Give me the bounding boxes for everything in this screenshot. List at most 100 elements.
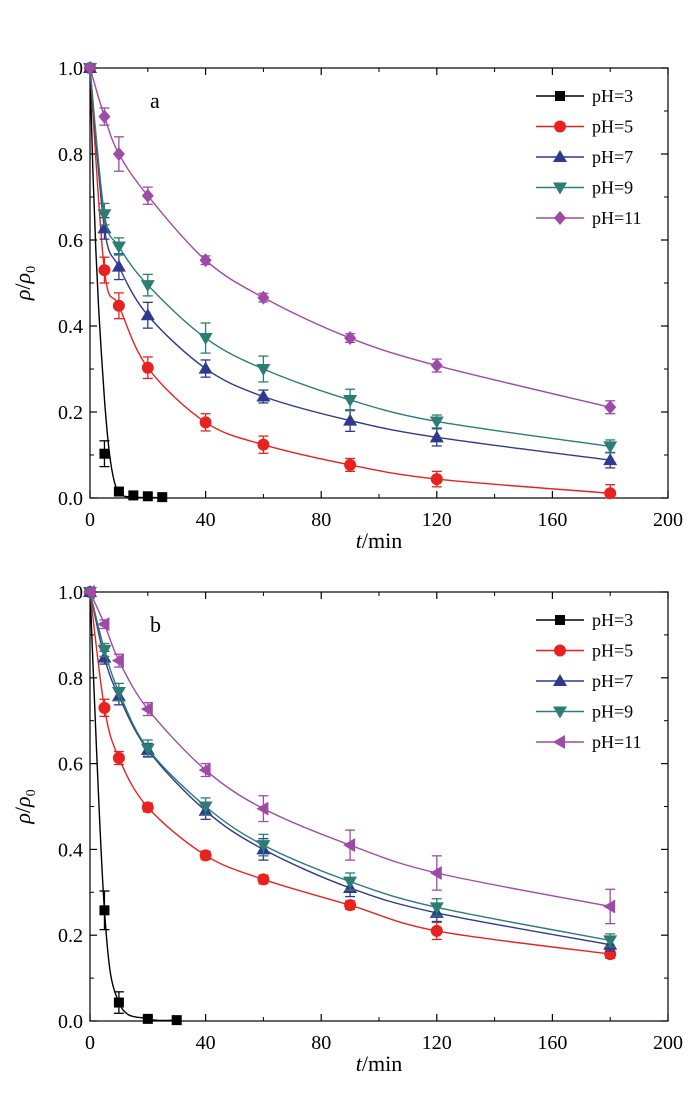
- legend-label: pH=9: [592, 702, 633, 722]
- y-axis-title-sub: 0: [24, 266, 39, 273]
- data-point: [98, 109, 111, 124]
- legend-marker: [555, 615, 565, 625]
- series-pH=5: [84, 586, 617, 961]
- data-point: [344, 331, 357, 346]
- y-axis-title: ρ/ρ0: [10, 266, 39, 301]
- legend-marker: [555, 91, 565, 101]
- legend-marker: [553, 674, 567, 686]
- y-axis-title-den: ρ: [10, 273, 35, 285]
- data-point: [430, 924, 443, 937]
- data-point: [97, 209, 112, 222]
- data-point: [604, 400, 617, 415]
- data-point: [257, 290, 270, 305]
- data-point: [140, 308, 155, 321]
- y-tick-label: 0.6: [58, 230, 83, 252]
- data-point: [603, 935, 618, 948]
- series-pH=7: [83, 585, 618, 952]
- series-pH=11: [84, 61, 617, 415]
- legend: pH=3 pH=5 pH=7 pH=9 pH=11: [536, 610, 641, 752]
- data-point: [99, 448, 110, 459]
- legend-label: pH=11: [592, 732, 641, 752]
- data-point: [256, 801, 269, 816]
- data-point: [429, 902, 444, 915]
- plot-frame: [89, 591, 669, 1022]
- data-point: [97, 617, 110, 632]
- legend-marker: [554, 644, 566, 657]
- panel-label: a: [150, 88, 160, 113]
- x-tick-label: 0: [85, 1032, 95, 1054]
- series-pH=7: [83, 61, 618, 469]
- legend-label: pH=9: [592, 178, 633, 198]
- x-tick-label: 120: [422, 1032, 452, 1054]
- data-point: [429, 416, 444, 429]
- y-axis-title-den: ρ: [10, 796, 35, 808]
- data-point: [256, 840, 271, 853]
- legend-marker: [553, 150, 567, 162]
- x-tick-label: 40: [196, 509, 216, 531]
- legend-label: pH=7: [592, 147, 633, 167]
- data-point: [113, 997, 124, 1008]
- y-tick-label: 1.0: [58, 582, 83, 604]
- data-point: [112, 752, 125, 765]
- legend-marker: [553, 735, 565, 749]
- plot-frame: [89, 67, 669, 499]
- data-point: [343, 394, 358, 407]
- data-point: [257, 873, 270, 886]
- legend-label: pH=3: [592, 610, 633, 630]
- y-tick-label: 0.0: [58, 1011, 83, 1033]
- y-axis-title-slash: /: [10, 283, 35, 290]
- data-point: [199, 253, 212, 268]
- chart-panel-a: 0 40 80 120 160 200 0.0 0.2 0.4 0.6 0.8 1.0 t/min ρ/ρ…: [10, 58, 683, 553]
- data-point: [198, 333, 213, 346]
- y-axis-title: ρ/ρ0: [10, 789, 39, 824]
- data-point: [112, 299, 125, 312]
- data-point: [157, 492, 168, 503]
- data-point: [344, 458, 357, 471]
- series-pH=3: [85, 587, 182, 1026]
- series-pH=11: [83, 585, 616, 925]
- y-axis-title-sub: 0: [24, 789, 39, 796]
- y-tick-label: 1.0: [58, 58, 83, 80]
- y-tick-label: 0.0: [58, 488, 83, 510]
- data-point: [111, 241, 126, 254]
- legend-label: pH=11: [592, 208, 641, 228]
- data-point: [343, 838, 356, 853]
- data-point: [429, 865, 442, 880]
- y-tick-label: 0.2: [58, 402, 83, 424]
- x-tick-label: 0: [85, 509, 95, 531]
- data-point: [171, 1015, 182, 1026]
- y-tick-label: 0.2: [58, 925, 83, 947]
- chart-panel-b: 0 40 80 120 160 200 0.0 0.2 0.4 0.6 0.8 1.0 t/min ρ/ρ…: [10, 582, 683, 1076]
- legend-label: pH=3: [592, 86, 633, 106]
- data-point: [98, 264, 111, 277]
- data-point: [430, 473, 443, 486]
- data-point: [112, 147, 125, 161]
- x-tick-label: 120: [422, 509, 452, 531]
- panel-label: b: [150, 612, 161, 637]
- data-point: [97, 644, 112, 657]
- data-point: [256, 389, 271, 402]
- data-point: [430, 358, 443, 373]
- data-point: [99, 905, 110, 916]
- legend-label: pH=7: [592, 671, 633, 691]
- legend: pH=3 pH=5 pH=7 pH=9 pH=11: [536, 86, 641, 228]
- data-point: [603, 441, 618, 454]
- series-pH=5: [84, 62, 617, 500]
- data-point: [603, 899, 616, 914]
- x-axis-title: t/min: [356, 528, 402, 553]
- legend-label: pH=5: [592, 641, 633, 661]
- x-tick-label: 200: [653, 509, 683, 531]
- x-axis-title-unit: /min: [362, 528, 402, 553]
- x-tick-label: 40: [196, 1032, 216, 1054]
- y-axis-title-num: ρ: [10, 290, 35, 302]
- data-point: [141, 188, 154, 203]
- legend-marker: [553, 182, 567, 195]
- data-point: [113, 486, 124, 497]
- x-tick-label: 80: [311, 509, 331, 531]
- data-point: [199, 416, 212, 429]
- data-point: [199, 849, 212, 862]
- data-point: [83, 585, 95, 599]
- legend-marker: [554, 211, 566, 225]
- y-tick-label: 0.8: [58, 144, 83, 166]
- y-tick-label: 0.6: [58, 754, 83, 776]
